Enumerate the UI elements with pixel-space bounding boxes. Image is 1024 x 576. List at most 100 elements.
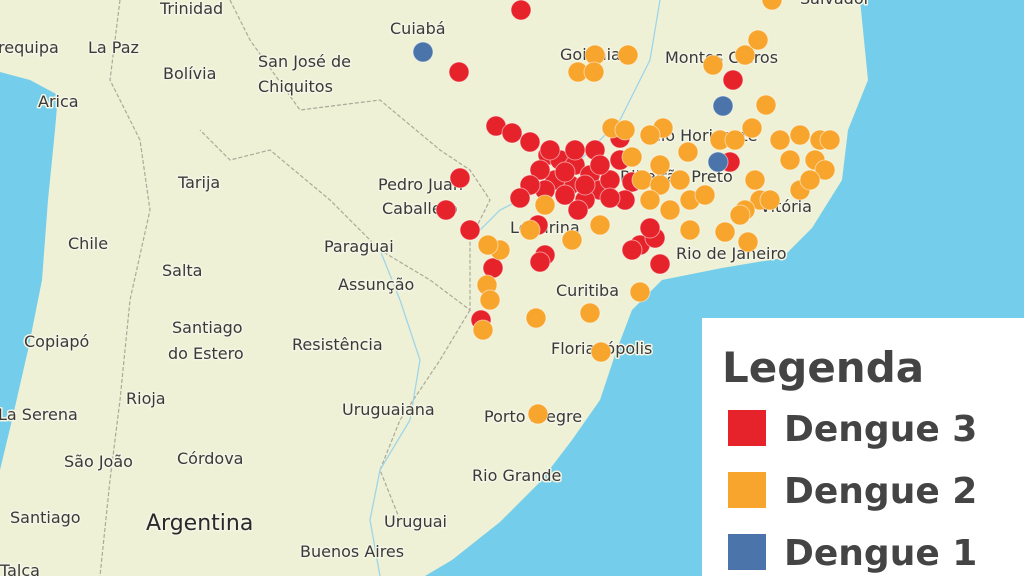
dots — [412, 0, 841, 425]
case-dot — [589, 214, 611, 236]
case-dot — [554, 184, 576, 206]
border — [379, 309, 471, 521]
place-label: San José de — [258, 52, 351, 71]
case-dot — [755, 94, 777, 116]
place-label: Trinidad — [159, 0, 223, 18]
case-dot — [769, 129, 791, 151]
place-label: Talca — [0, 561, 40, 576]
place-label: Uruguai — [384, 512, 447, 531]
legend-swatch — [728, 472, 766, 508]
case-dot — [639, 217, 661, 239]
case-dot — [529, 159, 551, 181]
place-label: Cuiabá — [390, 19, 446, 38]
legend-label: Dengue 2 — [784, 471, 977, 512]
case-dot — [574, 174, 596, 196]
place-label: Salta — [162, 261, 202, 280]
place-label: Rio de Janeiro — [676, 244, 787, 263]
legend-box — [702, 318, 1024, 576]
case-dot — [744, 169, 766, 191]
case-dot — [477, 234, 499, 256]
case-dot — [779, 149, 801, 171]
case-dot — [525, 307, 547, 329]
case-dot — [729, 204, 751, 226]
place-label: Rio Grande — [472, 466, 561, 485]
place-label: Rioja — [126, 389, 166, 408]
place-label: Curitiba — [556, 281, 619, 300]
case-dot — [519, 219, 541, 241]
case-dot — [759, 189, 781, 211]
place-label: Uruguaiana — [342, 400, 435, 419]
case-dot — [712, 95, 734, 117]
case-dot — [579, 302, 601, 324]
case-dot — [412, 41, 434, 63]
case-dot — [621, 239, 643, 261]
border — [99, 0, 151, 576]
case-dot — [659, 199, 681, 221]
place-label: Chiquitos — [258, 77, 333, 96]
case-dot — [479, 289, 501, 311]
river — [369, 249, 421, 576]
case-dot — [529, 251, 551, 273]
place-label: do Estero — [168, 344, 244, 363]
place-label: Tarija — [177, 173, 220, 192]
place-label: Córdova — [177, 449, 243, 468]
case-dot — [617, 44, 639, 66]
place-label: Copiapó — [24, 332, 89, 351]
case-dot — [567, 199, 589, 221]
case-dot — [631, 169, 653, 191]
place-label: Bolívia — [163, 64, 216, 83]
case-dot — [722, 69, 744, 91]
case-dot — [714, 221, 736, 243]
place-label: Paraguai — [324, 237, 394, 256]
case-dot — [629, 281, 651, 303]
case-dot — [539, 139, 561, 161]
case-dot — [649, 253, 671, 275]
case-dot — [819, 129, 841, 151]
case-dot — [679, 219, 701, 241]
place-label: Pedro Juan — [378, 175, 463, 194]
case-dot — [669, 169, 691, 191]
case-dot — [621, 146, 643, 168]
case-dot — [639, 189, 661, 211]
border — [199, 0, 491, 312]
case-dot — [510, 0, 532, 21]
case-dot — [799, 169, 821, 191]
case-dot — [554, 161, 576, 183]
place-label: Chile — [68, 234, 108, 253]
place-label: Arica — [38, 92, 79, 111]
case-dot — [435, 199, 457, 221]
place-label: requipa — [0, 38, 59, 57]
case-dot — [564, 139, 586, 161]
case-dot — [589, 154, 611, 176]
case-dot — [509, 187, 531, 209]
place-label: Assunção — [338, 275, 414, 294]
case-dot — [449, 167, 471, 189]
legend-swatch — [728, 410, 766, 446]
case-dot — [677, 141, 699, 163]
case-dot — [534, 194, 556, 216]
case-dot — [694, 184, 716, 206]
place-label: Buenos Aires — [300, 542, 404, 561]
case-dot — [590, 341, 612, 363]
legend-title: Legenda — [722, 343, 924, 392]
place-label: Santiago — [10, 508, 81, 527]
legend: Legenda Dengue 3 Dengue 2 Dengue 1 — [722, 343, 977, 574]
country-label: Argentina — [146, 511, 253, 536]
place-label: La Paz — [88, 38, 139, 57]
case-dot — [702, 54, 724, 76]
case-dot — [789, 124, 811, 146]
case-dot — [639, 124, 661, 146]
case-dot — [519, 131, 541, 153]
legend-label: Dengue 3 — [784, 409, 977, 450]
case-dot — [583, 61, 605, 83]
case-dot — [761, 0, 783, 11]
case-dot — [724, 129, 746, 151]
case-dot — [649, 154, 671, 176]
case-dot — [614, 119, 636, 141]
case-dot — [448, 61, 470, 83]
case-dot — [747, 29, 769, 51]
case-dot — [734, 44, 756, 66]
place-label: Salvador — [800, 0, 871, 8]
case-dot — [599, 187, 621, 209]
